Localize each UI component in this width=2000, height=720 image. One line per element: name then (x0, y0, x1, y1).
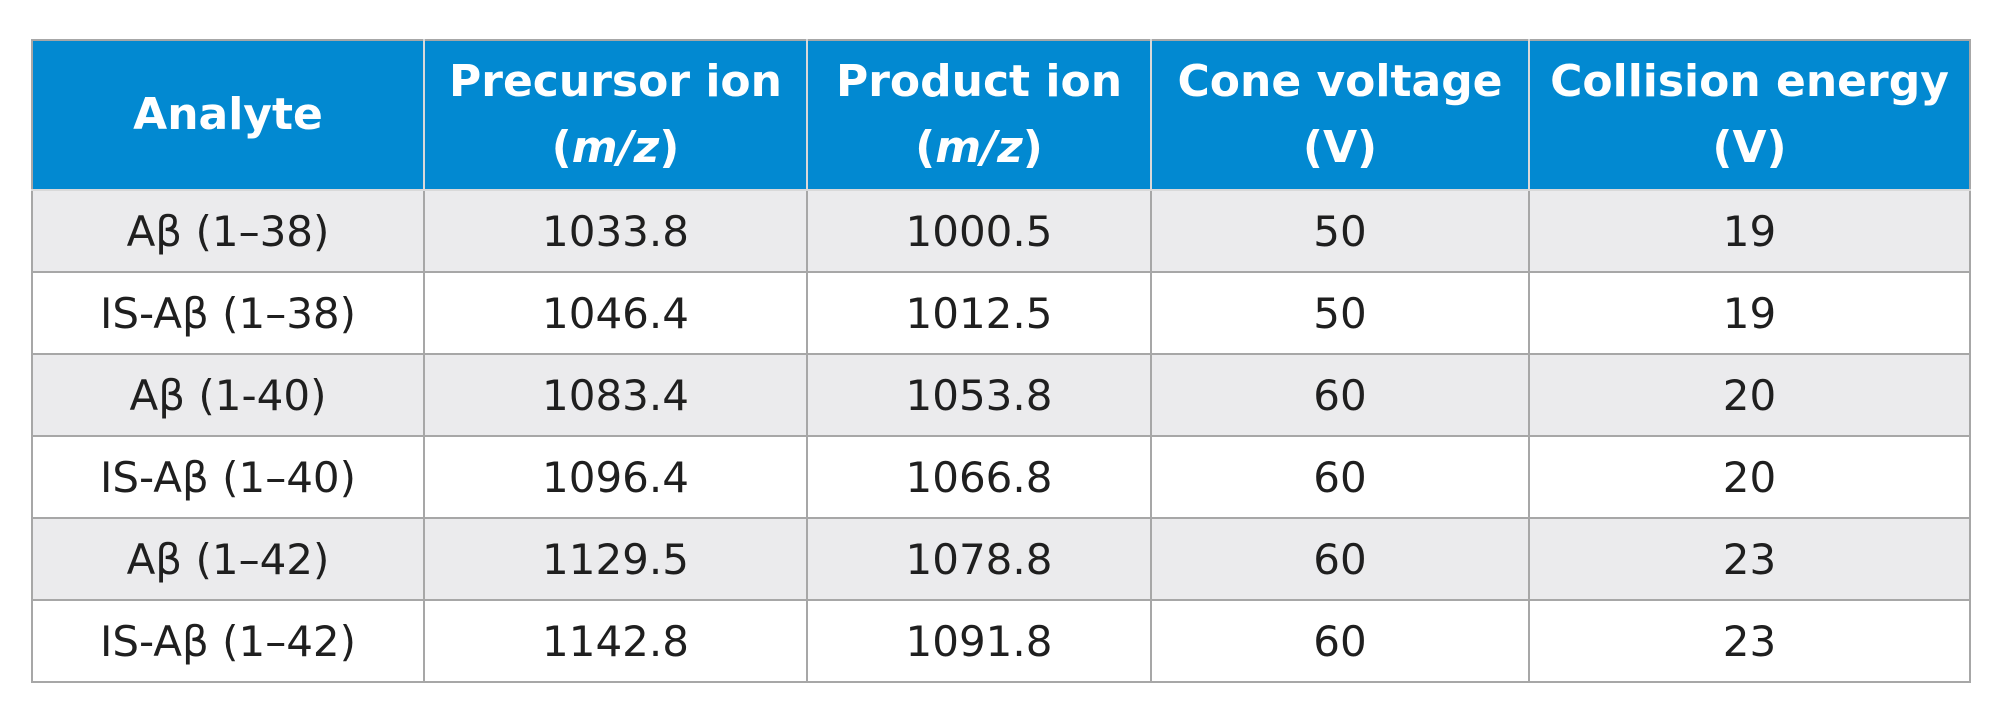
cell-precursor: 1046.4 (423, 271, 808, 355)
cell-precursor: 1083.4 (423, 353, 808, 437)
cell-analyte: IS-Aβ (1–40) (31, 435, 425, 519)
cell-analyte: Aβ (1–38) (31, 189, 425, 273)
cell-cone: 60 (1150, 599, 1530, 683)
table-row: IS-Aβ (1–42) 1142.8 1091.8 60 23 (31, 599, 1971, 683)
cell-analyte: IS-Aβ (1–42) (31, 599, 425, 683)
cell-collision: 19 (1528, 189, 1971, 273)
header-cone-voltage: Cone voltage (V) (1150, 39, 1530, 191)
cell-analyte: Aβ (1–42) (31, 517, 425, 601)
cell-precursor: 1096.4 (423, 435, 808, 519)
header-analyte-label: Analyte (133, 89, 323, 140)
cell-collision: 23 (1528, 517, 1971, 601)
table-body: Aβ (1–38) 1033.8 1000.5 50 19 IS-Aβ (1–3… (31, 189, 1971, 683)
cell-analyte: IS-Aβ (1–38) (31, 271, 425, 355)
header-collision-unit: (V) (1712, 122, 1787, 173)
cell-product: 1053.8 (806, 353, 1152, 437)
header-cone-label: Cone voltage (1177, 56, 1503, 107)
header-precursor-ion: Precursor ion (m/z) (423, 39, 808, 191)
table-row: IS-Aβ (1–38) 1046.4 1012.5 50 19 (31, 271, 1971, 355)
cell-product: 1078.8 (806, 517, 1152, 601)
header-collision-energy: Collision energy (V) (1528, 39, 1971, 191)
header-product-label: Product ion (835, 56, 1123, 107)
cell-cone: 60 (1150, 517, 1530, 601)
table-row: Aβ (1-40) 1083.4 1053.8 60 20 (31, 353, 1971, 437)
cell-precursor: 1142.8 (423, 599, 808, 683)
cell-collision: 20 (1528, 435, 1971, 519)
cell-product: 1066.8 (806, 435, 1152, 519)
header-product-unit: (m/z) (915, 122, 1043, 173)
cell-product: 1000.5 (806, 189, 1152, 273)
header-collision-label: Collision energy (1550, 56, 1949, 107)
cell-analyte: Aβ (1-40) (31, 353, 425, 437)
header-precursor-unit: (m/z) (551, 122, 680, 173)
header-product-ion: Product ion (m/z) (806, 39, 1152, 191)
header-analyte: Analyte (31, 39, 425, 191)
cell-product: 1091.8 (806, 599, 1152, 683)
table-row: Aβ (1–38) 1033.8 1000.5 50 19 (31, 189, 1971, 273)
header-cone-unit: (V) (1302, 122, 1378, 173)
cell-cone: 60 (1150, 435, 1530, 519)
mrm-parameters-table-container: Analyte Precursor ion (m/z) Product ion … (31, 39, 1971, 683)
cell-collision: 23 (1528, 599, 1971, 683)
table-header: Analyte Precursor ion (m/z) Product ion … (31, 39, 1971, 191)
header-precursor-label: Precursor ion (449, 56, 782, 107)
cell-collision: 20 (1528, 353, 1971, 437)
cell-precursor: 1129.5 (423, 517, 808, 601)
cell-cone: 50 (1150, 271, 1530, 355)
header-row: Analyte Precursor ion (m/z) Product ion … (31, 39, 1971, 191)
mrm-parameters-table: Analyte Precursor ion (m/z) Product ion … (31, 39, 1971, 683)
cell-collision: 19 (1528, 271, 1971, 355)
table-row: IS-Aβ (1–40) 1096.4 1066.8 60 20 (31, 435, 1971, 519)
cell-product: 1012.5 (806, 271, 1152, 355)
cell-cone: 60 (1150, 353, 1530, 437)
cell-precursor: 1033.8 (423, 189, 808, 273)
table-row: Aβ (1–42) 1129.5 1078.8 60 23 (31, 517, 1971, 601)
cell-cone: 50 (1150, 189, 1530, 273)
